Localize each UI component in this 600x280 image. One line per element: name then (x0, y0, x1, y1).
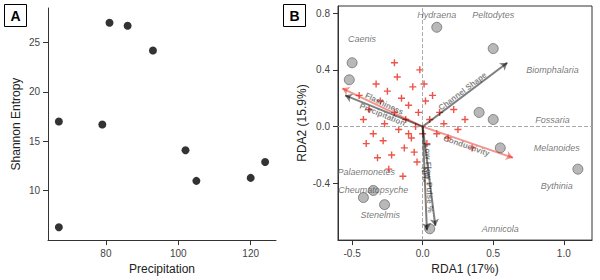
svg-text:Bythinia: Bythinia (541, 181, 573, 191)
svg-text:A: A (10, 8, 20, 24)
svg-text:NH₄⁺: NH₄⁺ (419, 166, 430, 187)
svg-text:Cheumatopsyche: Cheumatopsyche (338, 185, 408, 195)
svg-text:25: 25 (29, 37, 41, 48)
svg-text:0.4: 0.4 (316, 64, 330, 75)
svg-text:Shannon Entropy: Shannon Entropy (9, 78, 23, 171)
svg-text:-0.5: -0.5 (343, 248, 361, 259)
svg-text:Palaemonetes: Palaemonetes (337, 167, 395, 177)
svg-text:Hydraena: Hydraena (417, 10, 456, 20)
svg-text:Melanoides: Melanoides (534, 143, 581, 153)
svg-text:Biomphalaria: Biomphalaria (526, 65, 579, 75)
svg-text:RDA2 (15.9%): RDA2 (15.9%) (295, 84, 309, 161)
svg-text:0.0: 0.0 (416, 248, 430, 259)
svg-text:Conductivity: Conductivity (442, 134, 491, 158)
svg-text:Precipitation: Precipitation (358, 101, 406, 127)
svg-text:Fossaria: Fossaria (535, 115, 570, 125)
svg-text:0.5: 0.5 (486, 248, 500, 259)
svg-text:Caenis: Caenis (348, 34, 377, 44)
svg-text:0.8: 0.8 (316, 8, 330, 19)
svg-text:Channel Shape: Channel Shape (437, 70, 489, 112)
svg-text:Amnicola: Amnicola (481, 224, 519, 234)
svg-text:B: B (289, 8, 299, 24)
svg-text:15: 15 (29, 136, 41, 147)
svg-text:Precipitation: Precipitation (129, 262, 195, 276)
svg-text:Flashiness: Flashiness (363, 90, 405, 117)
svg-text:Low Flow Pulse %: Low Flow Pulse % (422, 143, 435, 213)
svg-text:100: 100 (170, 248, 187, 259)
svg-text:Stenelmis: Stenelmis (361, 210, 401, 220)
svg-text:80: 80 (100, 248, 112, 259)
svg-text:120: 120 (242, 248, 259, 259)
svg-text:20: 20 (29, 86, 41, 97)
svg-text:Peltodytes: Peltodytes (472, 10, 515, 20)
svg-text:10: 10 (29, 185, 41, 196)
svg-text:RDA1 (17%): RDA1 (17%) (431, 262, 498, 276)
svg-text:0.0: 0.0 (316, 121, 330, 132)
svg-text:1.0: 1.0 (557, 248, 571, 259)
svg-text:-0.4: -0.4 (313, 178, 331, 189)
